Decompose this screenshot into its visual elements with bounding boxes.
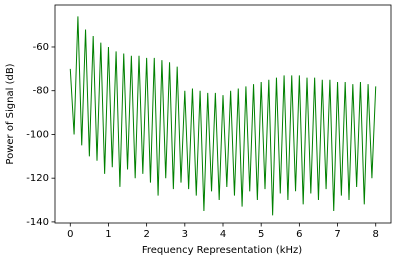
x-tick-label: 8: [373, 229, 379, 240]
x-tick-label: 4: [220, 229, 226, 240]
y-tick-label: -120: [26, 173, 49, 184]
y-tick-label: -60: [33, 42, 49, 53]
x-tick-label: 7: [334, 229, 340, 240]
signal-line: [69, 16, 377, 216]
x-tick-label: 6: [296, 229, 302, 240]
y-axis-label: Power of Signal (dB): [5, 63, 16, 164]
y-tick-label: -80: [33, 86, 49, 97]
x-tick-label: 2: [143, 229, 149, 240]
x-tick-label: 0: [67, 229, 73, 240]
x-tick-label: 3: [182, 229, 188, 240]
x-tick-label: 1: [105, 229, 111, 240]
x-axis-label: Frequency Representation (kHz): [142, 245, 302, 256]
x-tick-label: 5: [258, 229, 264, 240]
y-tick-label: -140: [26, 217, 49, 228]
y-tick-label: -100: [26, 129, 49, 140]
plot-frame: [54, 4, 392, 224]
